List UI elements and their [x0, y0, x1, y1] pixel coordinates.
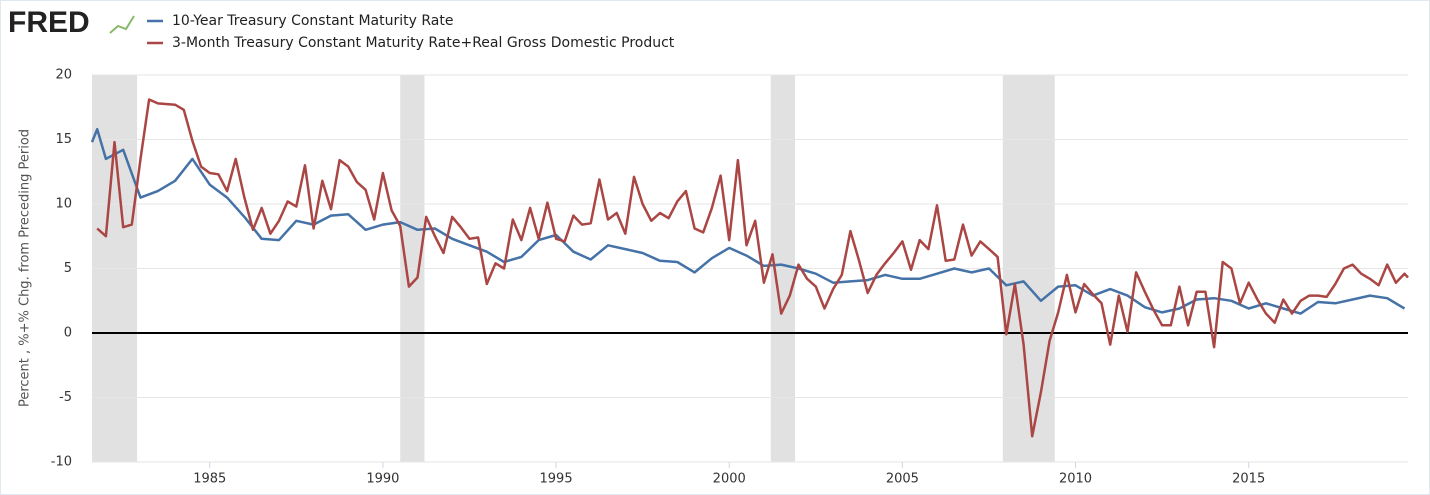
series-line	[90, 127, 1406, 315]
x-tick-label: 1995	[540, 472, 573, 487]
x-tick-label: 1985	[193, 472, 226, 487]
logo: FRED	[8, 6, 90, 39]
y-tick-label: -10	[51, 455, 72, 470]
x-tick-label: 2010	[1059, 472, 1092, 487]
x-tick-label: 2015	[1232, 472, 1265, 487]
legend-label: 3-Month Treasury Constant Maturity Rate+…	[172, 35, 675, 51]
y-tick-label: 20	[55, 68, 72, 83]
y-tick-label: 15	[55, 132, 72, 147]
y-axis-label: Percent , %+% Chg. from Preceding Period	[18, 129, 33, 407]
x-tick-label: 2000	[713, 472, 746, 487]
legend-label: 10-Year Treasury Constant Maturity Rate	[172, 13, 453, 29]
logo-icon	[109, 15, 135, 34]
y-tick-label: 10	[55, 197, 72, 212]
series-line	[96, 98, 1409, 438]
y-tick-label: -5	[59, 390, 72, 405]
y-tick-label: 5	[64, 261, 72, 276]
x-tick-label: 2005	[886, 472, 919, 487]
x-tick-label: 1990	[366, 472, 399, 487]
y-tick-label: 0	[64, 326, 72, 341]
